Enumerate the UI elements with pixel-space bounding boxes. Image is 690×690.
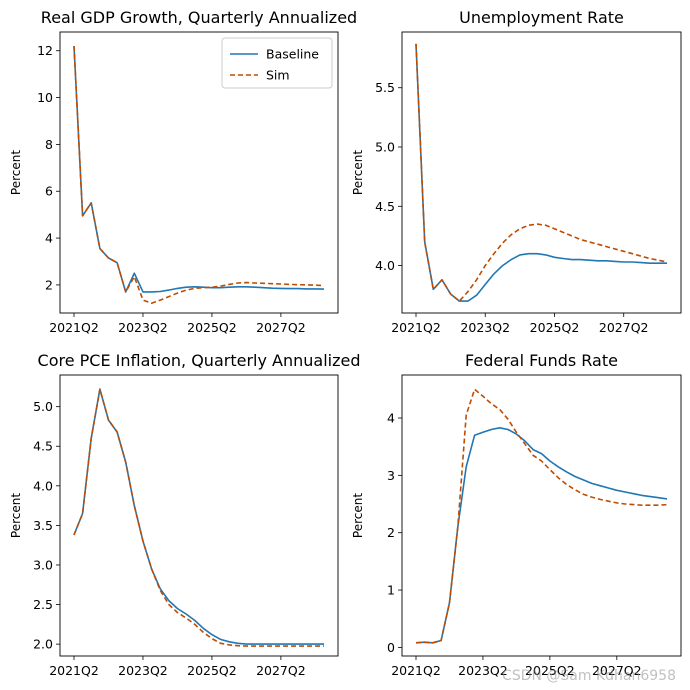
chart-panel-1: Real GDP Growth, Quarterly Annualized Per… bbox=[9, 8, 357, 335]
legend-entry-sim: Sim bbox=[266, 68, 290, 83]
y-tick-label: 10 bbox=[37, 90, 53, 105]
axes-frame bbox=[401, 31, 682, 314]
chart-title: Real GDP Growth, Quarterly Annualized bbox=[41, 8, 357, 27]
x-tick-label: 2025Q2 bbox=[525, 663, 575, 678]
axes-frame bbox=[401, 374, 682, 657]
chart-panel-4: Federal Funds Rate Percent 0 1 2 3 4 2021Q2 2023… bbox=[351, 351, 682, 678]
chart-panel-3: Core PCE Inflation, Quarterly Annualized… bbox=[9, 351, 360, 678]
x-tick-label: 2023Q2 bbox=[118, 320, 168, 335]
y-tick-label: 2 bbox=[45, 277, 53, 292]
y-tick-label: 4.0 bbox=[375, 258, 395, 273]
x-tick-label: 2023Q2 bbox=[460, 320, 510, 335]
chart-title: Unemployment Rate bbox=[459, 8, 624, 27]
y-tick-label: 5.0 bbox=[375, 140, 395, 155]
y-tick-label: 0 bbox=[387, 640, 395, 655]
y-axis-label: Percent bbox=[351, 493, 365, 538]
chart-panel-2: Unemployment Rate Percent 4.0 4.5 5.0 5.5 2021… bbox=[351, 8, 682, 335]
y-tick-label: 2 bbox=[387, 525, 395, 540]
legend: Baseline Sim bbox=[221, 37, 333, 89]
y-tick-label: 4.0 bbox=[33, 478, 53, 493]
x-tick-label: 2027Q2 bbox=[256, 320, 306, 335]
x-tick-label: 2021Q2 bbox=[391, 320, 441, 335]
y-tick-label: 2.0 bbox=[33, 637, 53, 652]
y-axis-label: Percent bbox=[9, 493, 23, 538]
x-tick-label: 2023Q2 bbox=[458, 663, 508, 678]
y-tick-label: 4 bbox=[387, 411, 395, 426]
x-tick-label: 2021Q2 bbox=[49, 663, 99, 678]
y-tick-label: 5.5 bbox=[375, 80, 395, 95]
x-tick-label: 2025Q2 bbox=[187, 663, 237, 678]
y-tick-label: 6 bbox=[45, 184, 53, 199]
x-tick-label: 2027Q2 bbox=[256, 663, 306, 678]
x-tick-label: 2027Q2 bbox=[592, 663, 642, 678]
x-tick-label: 2021Q2 bbox=[391, 663, 441, 678]
x-tick-label: 2023Q2 bbox=[118, 663, 168, 678]
axes-frame bbox=[59, 31, 339, 314]
y-tick-label: 8 bbox=[45, 137, 53, 152]
x-tick-label: 2025Q2 bbox=[530, 320, 580, 335]
x-tick-label: 2027Q2 bbox=[599, 320, 649, 335]
y-tick-label: 3 bbox=[387, 468, 395, 483]
y-tick-label: 4.5 bbox=[33, 439, 53, 454]
series-line-baseline bbox=[73, 388, 324, 645]
y-tick-label: 4 bbox=[45, 231, 53, 246]
chart-title: Federal Funds Rate bbox=[465, 351, 618, 370]
watermark: CSDN @Sam Kdhan6958 bbox=[502, 668, 676, 684]
y-tick-label: 1 bbox=[387, 583, 395, 598]
y-axis-label: Percent bbox=[351, 150, 365, 195]
y-tick-label: 5.0 bbox=[33, 399, 53, 414]
chart-title: Core PCE Inflation, Quarterly Annualized bbox=[38, 351, 361, 370]
x-tick-label: 2021Q2 bbox=[49, 320, 99, 335]
x-tick-label: 2025Q2 bbox=[187, 320, 237, 335]
legend-entry-baseline: Baseline bbox=[266, 47, 319, 62]
y-axis-label: Percent bbox=[9, 150, 23, 195]
series-line-baseline bbox=[415, 43, 667, 302]
axes-frame bbox=[59, 374, 339, 657]
series-line-sim bbox=[415, 388, 668, 644]
series-line-sim bbox=[73, 388, 324, 647]
series-line-sim bbox=[415, 43, 668, 302]
y-tick-label: 3.0 bbox=[33, 557, 53, 572]
y-tick-label: 2.5 bbox=[33, 597, 53, 612]
y-tick-label: 12 bbox=[37, 43, 53, 58]
y-tick-label: 4.5 bbox=[375, 199, 395, 214]
y-tick-label: 3.5 bbox=[33, 518, 53, 533]
series-line-sim bbox=[73, 46, 325, 305]
